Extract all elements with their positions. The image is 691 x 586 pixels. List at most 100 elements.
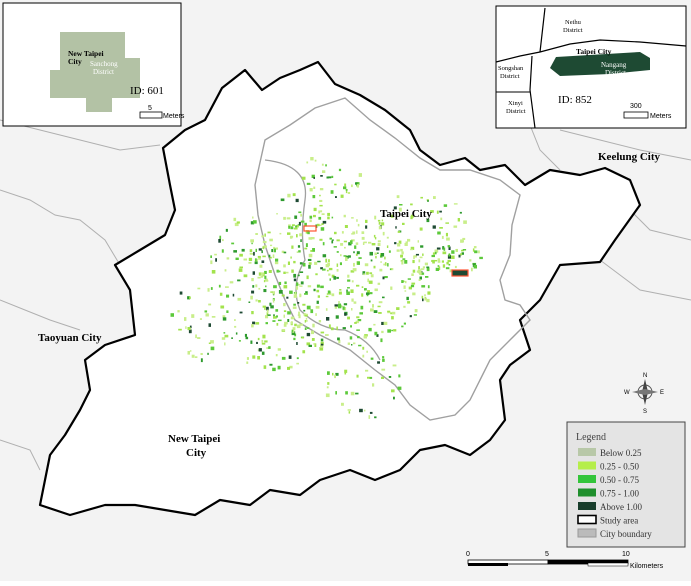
data-point — [342, 306, 345, 310]
data-point — [291, 224, 295, 226]
data-point — [337, 337, 340, 341]
data-point — [197, 337, 201, 339]
data-point — [377, 282, 381, 285]
data-point — [437, 258, 440, 261]
data-point — [357, 319, 362, 322]
data-point — [435, 251, 437, 255]
data-point — [355, 253, 358, 256]
data-point — [457, 218, 460, 222]
data-point — [251, 278, 254, 282]
data-point — [309, 215, 313, 219]
legend-label-1: 0.25 - 0.50 — [600, 462, 639, 472]
data-point — [218, 239, 221, 243]
data-point — [350, 240, 353, 244]
data-point — [305, 243, 308, 247]
data-point — [265, 315, 269, 319]
data-point — [308, 264, 311, 269]
data-point — [287, 366, 290, 370]
data-point — [306, 161, 309, 164]
data-point — [343, 214, 346, 218]
data-point — [221, 337, 226, 340]
data-point — [387, 263, 389, 267]
data-point — [234, 222, 239, 227]
data-point — [266, 347, 270, 349]
data-point — [448, 246, 451, 250]
data-point — [421, 272, 425, 275]
compass-w: W — [624, 390, 630, 396]
data-point — [380, 338, 383, 343]
data-point — [451, 255, 455, 259]
data-point — [442, 246, 445, 250]
data-point — [251, 242, 253, 245]
data-point — [283, 264, 286, 268]
inset-left-scale-bar — [139, 111, 163, 119]
data-point — [436, 210, 439, 214]
data-point — [363, 335, 367, 339]
data-point — [407, 238, 411, 242]
data-point — [430, 210, 434, 213]
data-point — [265, 322, 268, 325]
data-point — [244, 333, 247, 337]
data-point — [432, 225, 436, 229]
data-point — [257, 276, 261, 279]
data-point — [398, 207, 402, 212]
data-point — [373, 323, 376, 326]
data-point — [403, 322, 406, 325]
data-point — [370, 308, 374, 312]
data-point — [442, 251, 447, 255]
data-point — [413, 255, 415, 259]
data-point — [365, 225, 368, 229]
data-point — [261, 339, 264, 343]
data-point — [278, 281, 282, 285]
data-point — [316, 289, 320, 293]
data-point — [305, 317, 308, 320]
data-point — [350, 289, 354, 293]
data-point — [299, 294, 302, 297]
data-point — [360, 305, 364, 310]
legend-swatch-1 — [578, 461, 596, 470]
data-point — [426, 266, 430, 269]
data-point — [286, 217, 291, 220]
data-point — [353, 301, 357, 304]
data-point — [356, 184, 359, 188]
data-point — [365, 219, 368, 223]
data-point — [451, 250, 455, 254]
data-point — [353, 342, 356, 345]
data-point — [300, 220, 305, 223]
data-point — [283, 216, 286, 220]
data-point — [358, 344, 362, 347]
data-point — [350, 325, 352, 328]
scalebar: 0 5 10 Kilometers — [466, 551, 664, 570]
data-point — [357, 336, 360, 339]
data-point — [298, 211, 302, 214]
data-point — [252, 321, 256, 325]
data-point — [332, 239, 334, 241]
data-point — [273, 285, 277, 289]
data-point — [345, 391, 348, 395]
data-point — [308, 344, 312, 347]
data-point — [340, 254, 342, 257]
data-point — [462, 237, 466, 240]
data-point — [362, 346, 365, 350]
data-point — [446, 261, 449, 265]
data-point — [326, 176, 329, 179]
inset-left-id: ID: 601 — [130, 85, 164, 97]
data-point — [310, 250, 313, 252]
data-point — [289, 290, 293, 294]
data-point — [266, 309, 269, 314]
data-point — [344, 369, 348, 373]
data-point — [299, 262, 303, 265]
data-point — [384, 256, 386, 260]
data-point — [325, 295, 329, 298]
data-point — [410, 203, 413, 206]
data-point — [229, 281, 234, 284]
data-point — [333, 246, 337, 248]
data-point — [339, 262, 342, 266]
data-point — [378, 226, 382, 230]
data-point — [422, 298, 424, 302]
data-point — [292, 193, 296, 197]
data-point — [472, 248, 475, 252]
data-point — [376, 247, 380, 251]
data-point — [215, 258, 217, 262]
